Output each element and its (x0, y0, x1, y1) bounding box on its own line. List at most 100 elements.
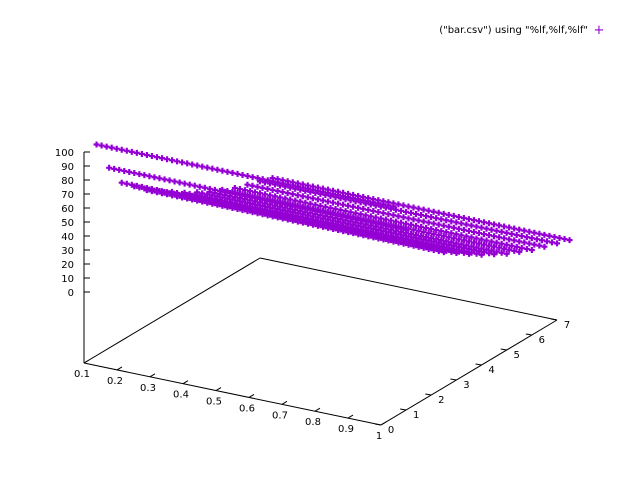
data-point (423, 213, 430, 220)
y-tick-mark (400, 408, 407, 411)
data-point (297, 207, 304, 214)
x-tick-label: 0.3 (140, 383, 156, 394)
data-point (181, 180, 188, 187)
data-point (234, 190, 241, 197)
data-point (93, 141, 100, 148)
data-point (390, 212, 397, 219)
data-point (241, 196, 248, 203)
data-point (506, 236, 513, 243)
data-point (249, 174, 256, 181)
data-point (221, 191, 228, 198)
data-point (269, 186, 276, 193)
data-point (561, 236, 568, 243)
z-tick-label: 100 (55, 148, 74, 159)
x-tick-mark (281, 400, 288, 405)
data-point (239, 171, 246, 178)
data-point (445, 211, 452, 218)
series-line (206, 188, 510, 257)
data-point (377, 203, 384, 210)
data-point (287, 196, 294, 203)
data-point (252, 198, 259, 205)
data-point (491, 243, 498, 250)
data-point (423, 233, 430, 240)
data-point (468, 234, 475, 241)
data-point (342, 208, 349, 215)
data-point (415, 205, 422, 212)
data-point (478, 236, 485, 243)
data-point (382, 216, 389, 223)
data-point (156, 175, 163, 182)
data-point (272, 202, 279, 209)
data-point (390, 200, 397, 207)
data-point (408, 221, 415, 228)
data-point (362, 200, 369, 207)
data-point (214, 166, 221, 173)
y-tick-label: 4 (488, 365, 494, 376)
data-point (410, 226, 417, 233)
data-point (413, 210, 420, 217)
data-point (186, 181, 193, 188)
data-point (433, 236, 440, 243)
data-point (433, 215, 440, 222)
x-axis-ticks: 0.1 0.2 0.3 0.4 0.5 0.6 0.7 0.8 0.9 1 (74, 359, 387, 442)
data-point (501, 223, 508, 230)
data-point (418, 232, 425, 239)
data-point (309, 195, 316, 202)
data-point (498, 228, 505, 235)
data-point (443, 229, 450, 236)
data-point (506, 224, 513, 231)
data-point (380, 198, 387, 205)
data-point (327, 214, 334, 221)
data-point (136, 171, 143, 178)
data-point (541, 231, 548, 238)
data-point (199, 163, 206, 170)
y-tick-label: 7 (564, 320, 570, 331)
x-tick-mark (215, 387, 222, 391)
x-tick-label: 0.6 (239, 403, 255, 414)
data-point (297, 186, 304, 193)
data-point (302, 187, 309, 194)
data-point (403, 229, 410, 236)
x-tick-mark (116, 366, 123, 371)
data-point (136, 184, 143, 191)
data-point (375, 197, 382, 204)
data-point (458, 220, 465, 227)
data-point (488, 247, 495, 254)
data-point (335, 211, 342, 218)
z-tick-label: 60 (61, 204, 74, 215)
y-tick-mark (500, 348, 507, 351)
data-point (254, 194, 261, 201)
data-point (450, 212, 457, 219)
data-point (299, 181, 306, 188)
data-point (408, 209, 415, 216)
data-point (239, 191, 246, 198)
data-point (319, 185, 326, 192)
data-series (93, 141, 573, 258)
data-point (465, 238, 472, 245)
data-point (377, 224, 384, 231)
data-point (342, 196, 349, 203)
data-point (350, 214, 357, 221)
data-point (257, 199, 264, 206)
data-point (332, 194, 339, 201)
data-point (184, 160, 191, 167)
data-point (337, 216, 344, 223)
data-point (372, 214, 379, 221)
data-point (428, 235, 435, 242)
data-point (415, 227, 422, 234)
x-tick-label: 0.7 (272, 410, 288, 421)
data-point (418, 212, 425, 219)
data-point (365, 206, 372, 213)
data-point (161, 189, 168, 196)
data-point (382, 204, 389, 211)
data-point (440, 222, 447, 229)
x-tick-label: 0.5 (206, 397, 222, 408)
data-point (330, 199, 337, 206)
series-line (231, 185, 535, 253)
data-point (327, 193, 334, 200)
data-point (289, 201, 296, 208)
data-point (330, 210, 337, 217)
data-point (410, 216, 417, 223)
x-tick-mark (347, 414, 354, 419)
